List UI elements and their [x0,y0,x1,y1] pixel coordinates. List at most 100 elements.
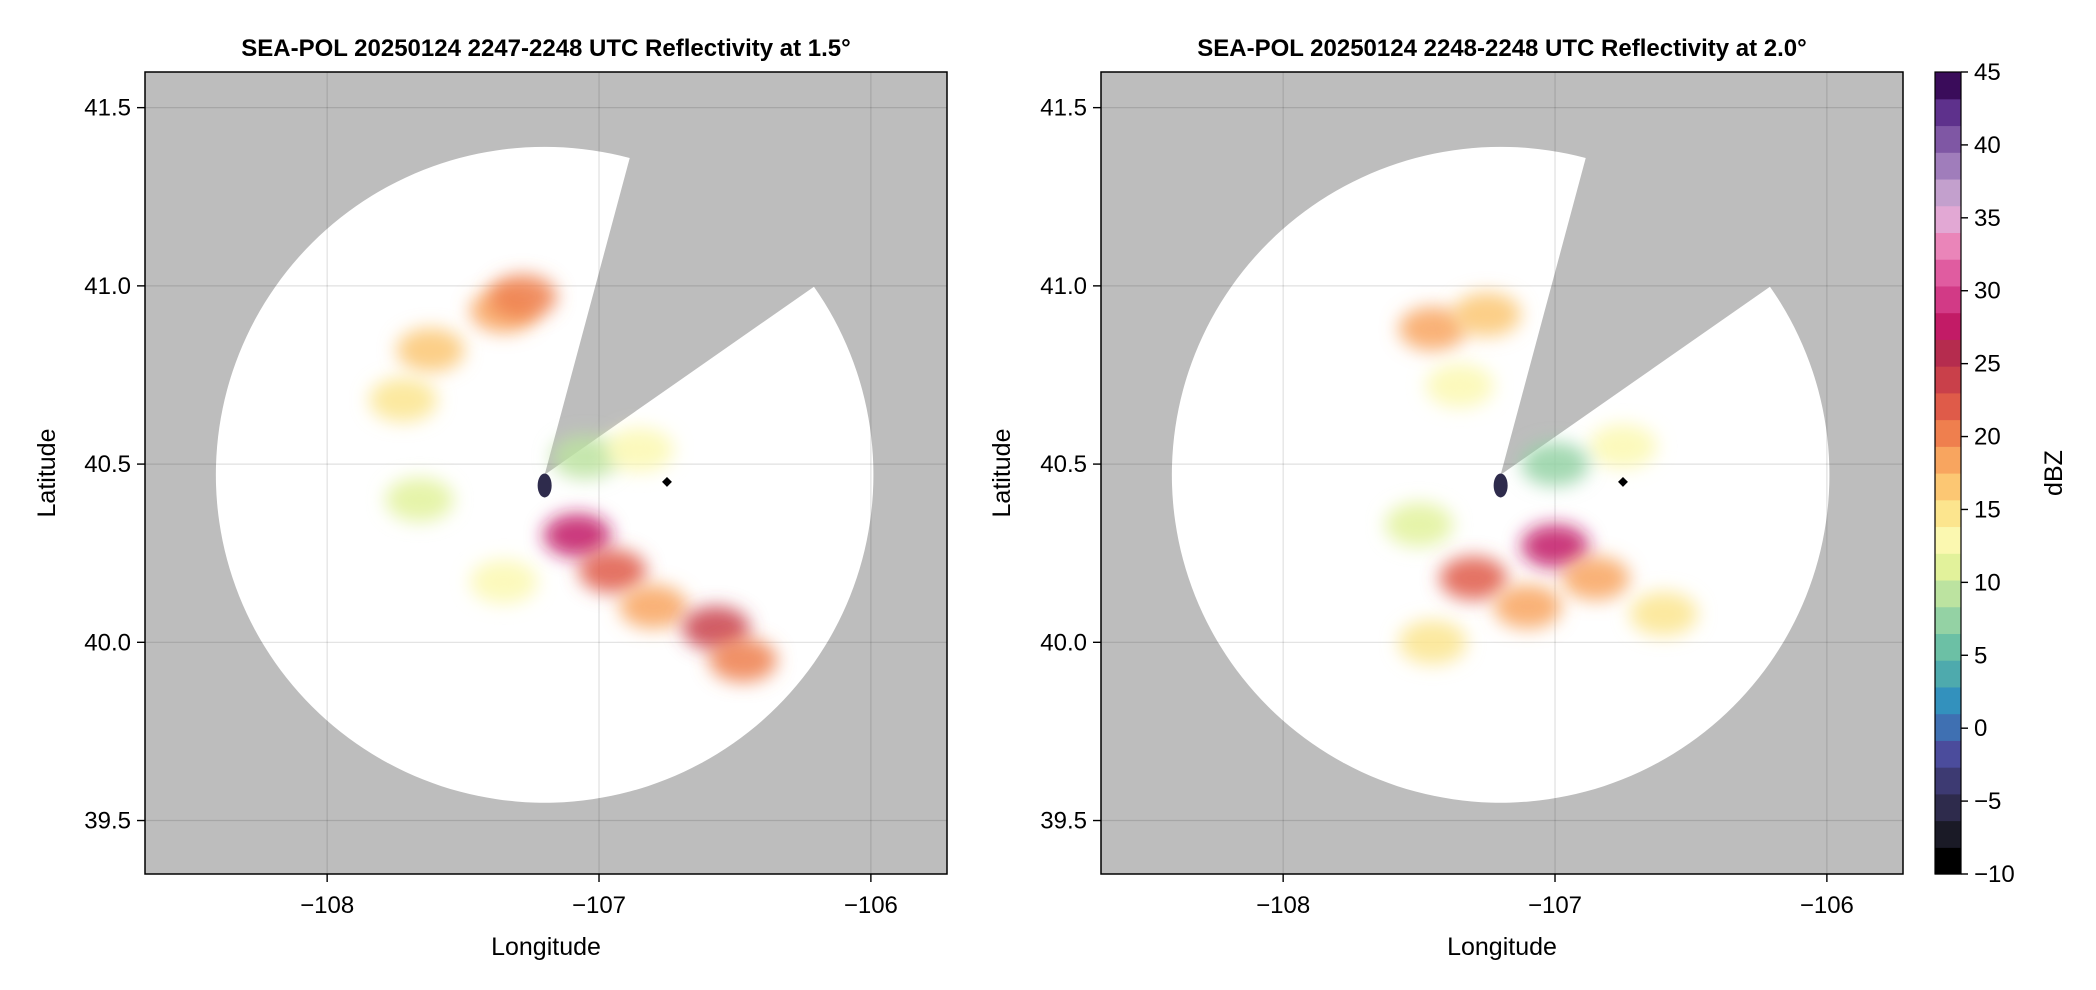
colorbar-segment [1935,232,1961,260]
reflectivity-cell [681,606,750,651]
reflectivity-cell [1521,442,1590,487]
y-tick-label: 39.5 [1040,808,1087,835]
y-axis-left: 39.5 40.0 40.5 41.0 41.5 [84,95,145,835]
y-tick-label: 40.5 [1040,451,1087,478]
colorbar-frame [1934,71,1962,875]
colorbar-segment [1935,339,1961,367]
colorbar-segment [1935,553,1961,581]
reflectivity-cell [537,473,552,498]
colorbar-tick-label: −10 [1974,861,2015,888]
colorbar-segment [1935,767,1961,795]
x-tick-label: −108 [1256,892,1310,919]
colorbar-ticks: −10 −5 0 5 10 15 20 25 30 35 40 45 [1961,59,2015,888]
colorbar-segment [1935,526,1961,554]
colorbar-tick-label: 30 [1974,278,2001,305]
colorbar-segment [1935,205,1961,233]
reflectivity-cell [543,513,612,558]
colorbar-segment [1935,419,1961,447]
site-marker [1618,476,1628,487]
y-tick-label: 41.0 [84,273,131,300]
colorbar-segment [1935,473,1961,501]
reflectivity-cell [1521,524,1590,569]
reflectivity-cell [469,559,538,604]
reflectivity-cell [709,638,778,683]
colorbar-segment [1935,72,1961,100]
x-axis-left: −108 −107 −106 [300,874,898,919]
x-tick-label: −107 [1528,892,1582,919]
colorbar-segment [1935,499,1961,528]
colorbar-segment [1935,312,1961,340]
plot-area-right [1101,72,1903,874]
colorbar-segment [1935,285,1961,314]
colorbar-segment [1935,178,1961,207]
colorbar-segment [1935,740,1961,768]
reflectivity-cell [1493,473,1508,498]
panel-title-right: SEA-POL 20250124 2248-2248 UTC Reflectiv… [1197,35,1806,62]
y-tick-label: 40.0 [1040,629,1087,656]
reflectivity-cell [396,328,465,373]
colorbar-tick-label: 10 [1974,569,2001,596]
reflectivity-cell [1453,292,1522,337]
y-tick-label: 41.5 [1040,95,1087,122]
colorbar-tick-label: 15 [1974,496,2001,523]
colorbar-tick-label: 35 [1974,205,2001,232]
colorbar-segment [1935,686,1961,715]
colorbar-segment [1935,847,1961,875]
reflectivity-cell [1493,584,1562,629]
colorbar: −10 −5 0 5 10 15 20 25 30 35 40 45 dBZ [1934,59,2068,888]
colorbar-tick-label: 5 [1974,642,1987,669]
reflectivity-cell [1398,620,1467,665]
axes-frame-right [1100,71,1904,875]
reflectivity-cell [551,434,620,479]
colorbar-segment [1935,820,1961,848]
colorbar-segment [1935,633,1961,661]
plot-area-left [145,72,947,874]
reflectivity-cell [1398,306,1467,351]
reflectivity-cell [369,377,438,422]
y-tick-label: 40.0 [84,629,131,656]
y-tick-label: 40.5 [84,451,131,478]
colorbar-tick-label: 25 [1974,351,2001,378]
colorbar-tick-label: −5 [1974,788,2001,815]
colorbar-segment [1935,152,1961,180]
x-tick-label: −106 [1800,892,1854,919]
y-axis-label-left: Latitude [33,429,61,518]
colorbar-segment [1935,392,1961,421]
panel-elevation-2-0: SEA-POL 20250124 2248-2248 UTC Reflectiv… [988,35,1904,961]
reflectivity-cell [578,549,647,594]
axes-frame-left [144,71,948,875]
y-axis-label-right: Latitude [988,429,1016,518]
colorbar-segment [1935,125,1961,153]
x-axis-right: −108 −107 −106 [1256,874,1854,919]
y-tick-label: 41.0 [1040,273,1087,300]
reflectivity-cell [385,477,454,522]
colorbar-tick-label: 0 [1974,715,1987,742]
colorbar-segment [1935,793,1961,822]
x-axis-label-left: Longitude [491,933,601,961]
reflectivity-cell [1629,591,1698,636]
reflectivity-cell [1561,556,1630,601]
site-marker [662,476,672,487]
reflectivity-cell [605,427,674,472]
x-tick-label: −108 [300,892,354,919]
colorbar-label: dBZ [2040,450,2068,496]
panel-elevation-1-5: SEA-POL 20250124 2247-2248 UTC Reflectiv… [33,35,948,961]
colorbar-segment [1935,660,1961,688]
colorbar-tick-label: 45 [1974,59,2001,86]
colorbar-segment [1935,98,1961,127]
colorbar-gradient [1935,72,1961,875]
reflectivity-cell [1385,502,1454,547]
panel-title-left: SEA-POL 20250124 2247-2248 UTC Reflectiv… [241,35,850,62]
colorbar-tick-label: 40 [1974,132,2001,159]
reflectivity-cell [1425,363,1494,408]
reflectivity-cell [1439,556,1508,601]
colorbar-segment [1935,366,1961,394]
x-tick-label: −106 [844,892,898,919]
x-axis-label-right: Longitude [1447,933,1557,961]
reflectivity-cell [1588,424,1657,469]
x-tick-label: −107 [572,892,626,919]
colorbar-tick-label: 20 [1974,424,2001,451]
y-tick-label: 39.5 [84,808,131,835]
colorbar-segment [1935,713,1961,741]
